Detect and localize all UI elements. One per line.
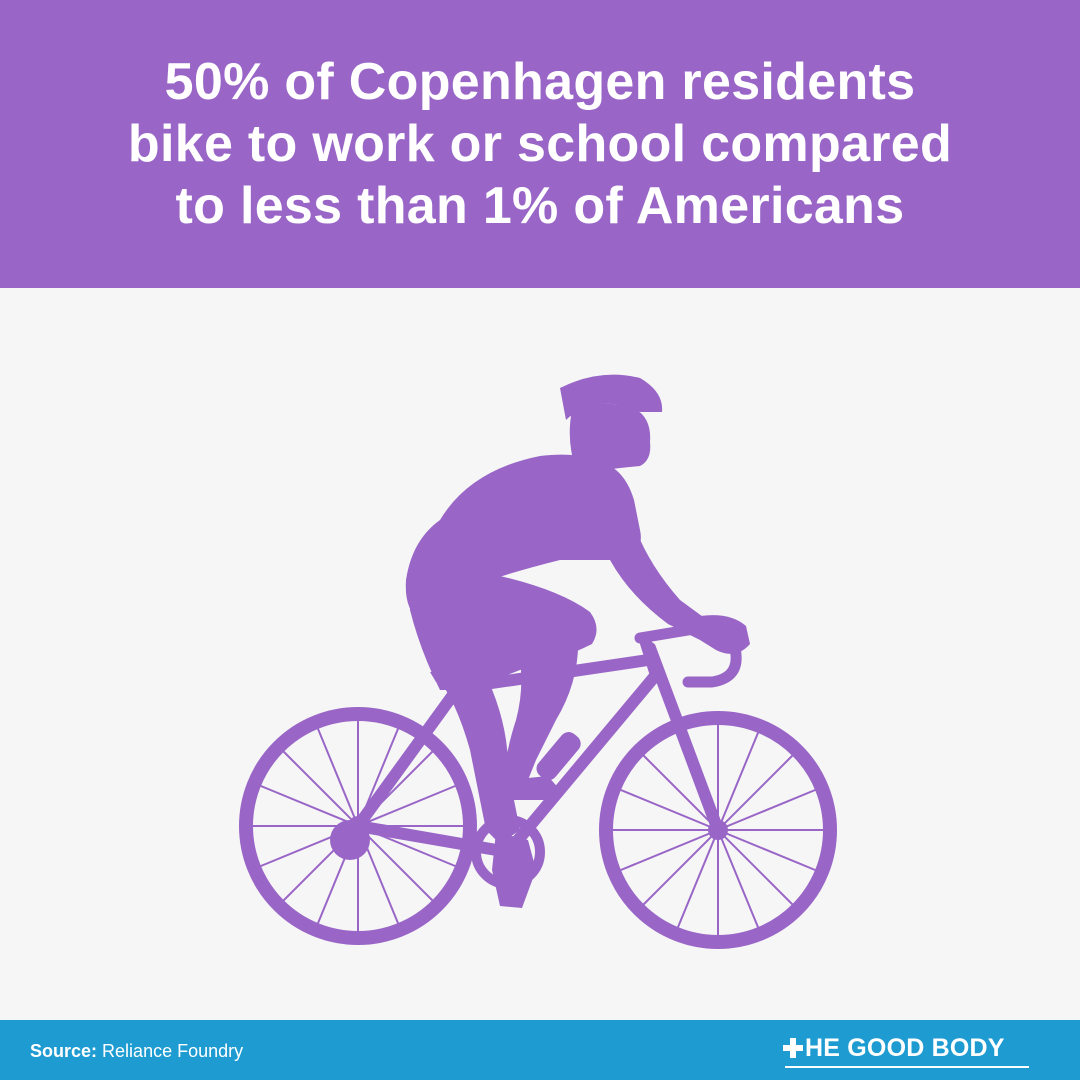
headline-banner: 50% of Copenhagen residents bike to work… bbox=[0, 0, 1080, 288]
brand-underline bbox=[785, 1066, 1029, 1068]
headline-line-1: 50% of Copenhagen residents bbox=[164, 53, 916, 111]
headline-line-2: bike to work or school compared bbox=[127, 115, 953, 173]
headline: 50% of Copenhagen residents bike to work… bbox=[50, 51, 1030, 237]
headline-line-3: to less than 1% of Americans bbox=[175, 177, 905, 235]
footer-bar: Source: Reliance Foundry HE GOOD BODY bbox=[0, 1020, 1080, 1080]
source-label: Source: bbox=[30, 1041, 98, 1061]
cyclist-silhouette bbox=[239, 374, 837, 949]
rider bbox=[405, 374, 750, 908]
cyclist-illustration bbox=[0, 288, 1080, 1020]
front-wheel bbox=[599, 711, 837, 949]
source-value: Reliance Foundry bbox=[102, 1041, 244, 1061]
rear-wheel bbox=[239, 707, 477, 945]
source-credit: Source: Reliance Foundry bbox=[30, 1040, 243, 1062]
brand-text: HE GOOD BODY bbox=[805, 1034, 1005, 1062]
brand-logo: HE GOOD BODY bbox=[783, 1032, 1033, 1072]
rear-cassette bbox=[330, 820, 370, 860]
water-bottle bbox=[536, 732, 581, 781]
plus-icon bbox=[783, 1038, 803, 1058]
